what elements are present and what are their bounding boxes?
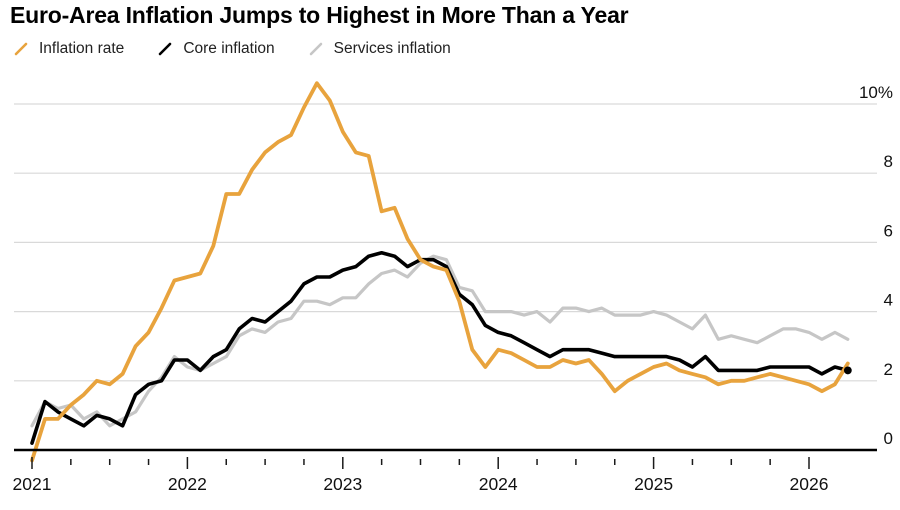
inflation-rate-slash-icon — [14, 42, 28, 56]
x-axis-label-2022: 2022 — [168, 474, 207, 494]
x-axis-label-2021: 2021 — [13, 474, 52, 494]
series-end-dot-1 — [843, 366, 852, 375]
x-axis-label-2026: 2026 — [790, 474, 829, 494]
y-axis-label-8: 8 — [884, 152, 893, 171]
services-inflation-slash-icon — [309, 42, 322, 56]
legend-label-core-inflation: Core inflation — [183, 40, 275, 57]
y-axis-label-6: 6 — [884, 221, 893, 240]
legend-label-inflation-rate: Inflation rate — [39, 40, 125, 57]
y-axis-label-10: 10% — [859, 83, 893, 102]
y-axis-label-0: 0 — [884, 429, 893, 448]
y-axis-label-4: 4 — [884, 291, 893, 310]
y-axis-label-2: 2 — [884, 360, 893, 379]
x-axis-label-2025: 2025 — [634, 474, 673, 494]
series-line-2 — [30, 81, 850, 463]
legend-item-core-inflation: Core inflation — [156, 40, 275, 58]
legend-item-inflation-rate: Inflation rate — [12, 40, 124, 58]
legend-label-services-inflation: Services inflation — [333, 40, 451, 57]
chart-title: Euro-Area Inflation Jumps to Highest in … — [10, 2, 629, 28]
legend: Inflation rate Core inflation Services i… — [12, 40, 451, 58]
core-inflation-slash-icon — [159, 42, 172, 56]
series-line-1 — [30, 251, 850, 445]
x-axis-label-2024: 2024 — [479, 474, 518, 494]
legend-item-services-inflation: Services inflation — [307, 40, 451, 58]
series-line-0 — [30, 254, 850, 428]
x-axis-label-2023: 2023 — [323, 474, 362, 494]
